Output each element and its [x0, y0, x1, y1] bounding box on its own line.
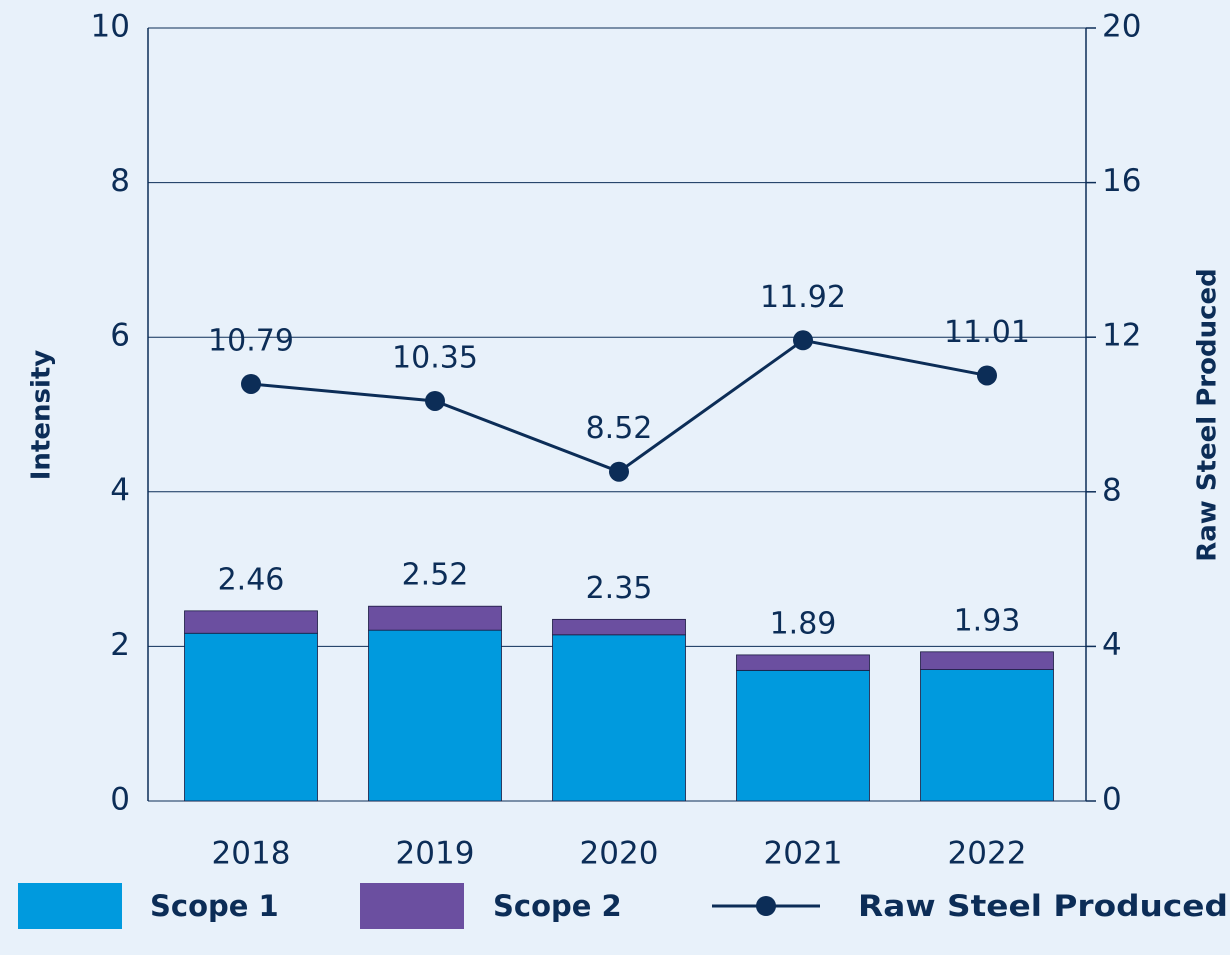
total-label: 1.93 — [954, 603, 1021, 638]
y-tick-label: 8 — [110, 163, 130, 199]
y2-tick-label: 12 — [1102, 318, 1141, 354]
y2-tick-label: 20 — [1102, 9, 1141, 45]
y-tick-label: 6 — [110, 318, 130, 354]
y-tick-label: 10 — [91, 9, 130, 45]
legend-label: Scope 2 — [493, 889, 622, 923]
line-value-label: 11.01 — [944, 315, 1030, 350]
x-tick-label: 2022 — [948, 836, 1027, 872]
bar-segment — [552, 618, 686, 636]
bar-segment — [736, 654, 870, 671]
legend-swatch — [360, 883, 464, 929]
x-tick-label: 2020 — [580, 836, 659, 872]
bar-segment — [736, 669, 870, 802]
y-tick-label: 0 — [110, 782, 130, 818]
line-value-label: 11.92 — [760, 280, 846, 315]
bar-segment — [920, 651, 1054, 670]
line-value-label: 10.35 — [392, 340, 478, 375]
bar-segment — [368, 629, 502, 802]
y2-tick-label: 16 — [1102, 163, 1141, 199]
line — [250, 338, 988, 474]
x-tick-label: 2021 — [764, 836, 843, 872]
total-label: 1.89 — [770, 606, 837, 641]
bar-segment — [368, 605, 502, 631]
legend-label: Scope 1 — [150, 889, 279, 923]
y2-tick-label: 8 — [1102, 472, 1122, 508]
bar-segment — [184, 632, 318, 802]
y2-axis-title: Raw Steel Produced — [1193, 268, 1223, 562]
bar-segment — [920, 669, 1054, 802]
y-tick-label: 4 — [110, 472, 130, 508]
line-point — [609, 461, 629, 482]
bar-segment — [184, 610, 318, 634]
y-axis-title: Intensity — [27, 350, 57, 481]
total-label: 2.52 — [402, 558, 469, 593]
legend-label: Raw Steel Produced — [858, 889, 1228, 923]
legend-point — [756, 896, 776, 916]
line-point — [425, 390, 445, 411]
line-point — [241, 373, 261, 394]
y-tick-label: 2 — [110, 627, 130, 663]
x-tick-label: 2018 — [212, 836, 291, 872]
y2-tick-label: 4 — [1102, 627, 1122, 663]
line-point — [793, 330, 813, 351]
y2-tick-label: 0 — [1102, 782, 1122, 818]
bar-segment — [552, 634, 686, 802]
line-value-label: 8.52 — [586, 411, 653, 446]
x-tick-label: 2019 — [396, 836, 475, 872]
line-point — [977, 365, 997, 386]
total-label: 2.35 — [586, 571, 653, 606]
line-value-label: 10.79 — [208, 323, 294, 358]
total-label: 2.46 — [218, 562, 285, 597]
legend-swatch — [18, 883, 122, 929]
